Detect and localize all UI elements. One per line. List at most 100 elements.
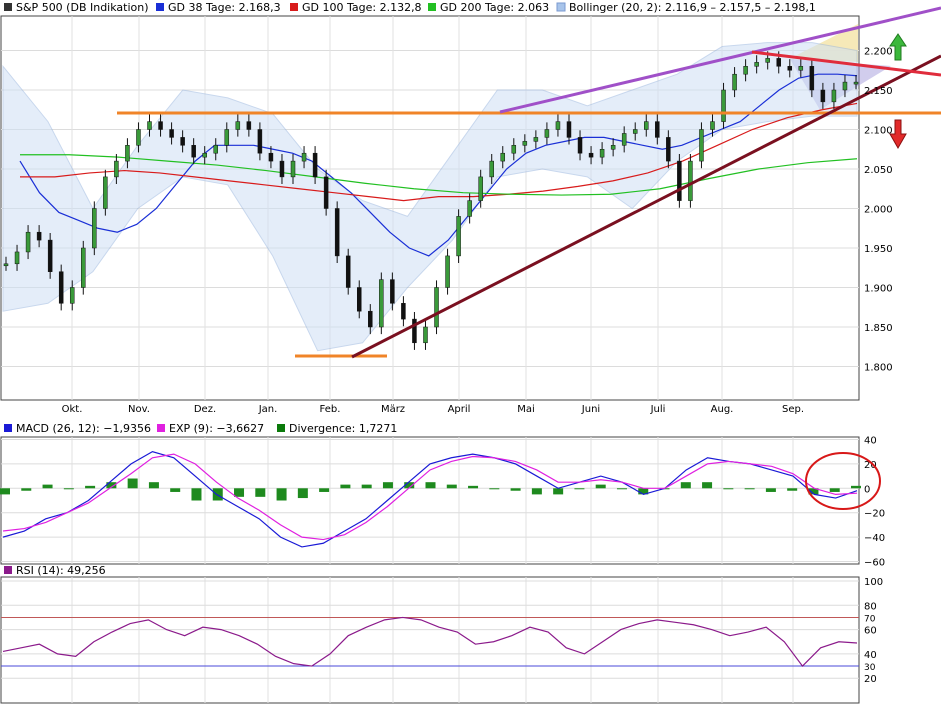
candle-body <box>655 121 660 138</box>
price-legend: S&P 500 (DB Indikation) GD 38 Tage: 2.16… <box>4 1 816 14</box>
exp-line <box>2 453 858 541</box>
candle-body <box>191 145 196 158</box>
divergence-bar <box>148 482 159 489</box>
legend-gd38: GD 38 Tage: 2.168,3 <box>168 1 281 14</box>
legend-swatch-gd38 <box>156 3 164 11</box>
candle-body <box>743 66 748 75</box>
candle-body <box>467 200 472 217</box>
bollinger-band <box>2 42 858 352</box>
candle-body <box>246 121 252 130</box>
candle-body <box>169 129 174 138</box>
candle-body <box>81 247 86 288</box>
y-tick-label-macd: −40 <box>864 533 885 544</box>
x-tick-label: Mai <box>517 404 535 415</box>
candle-body <box>158 121 163 130</box>
candle-body <box>14 251 20 265</box>
candle-body <box>621 133 627 146</box>
candle-body <box>831 89 837 103</box>
candle-body <box>390 279 395 304</box>
divergence-bar <box>276 488 287 501</box>
candle-body <box>544 129 550 138</box>
divergence-bar <box>616 488 627 490</box>
candle-body <box>533 137 539 142</box>
y-tick-label-price: 1.950 <box>864 244 893 255</box>
x-tick-label: März <box>381 404 405 415</box>
candle-body <box>147 121 152 130</box>
x-tick-label: Dez. <box>194 404 216 415</box>
candle-body <box>776 58 781 67</box>
candle-body <box>412 318 417 344</box>
resistance-line <box>751 50 941 77</box>
divergence-bar <box>234 488 245 497</box>
candle-body <box>69 287 75 304</box>
candle-body <box>610 145 616 150</box>
divergence-bar <box>531 488 542 495</box>
candle-body <box>842 81 848 91</box>
divergence-bar <box>127 478 138 489</box>
y-tick-label-macd: 40 <box>864 435 877 446</box>
candle-body <box>379 279 384 328</box>
candle-body <box>334 208 340 257</box>
divergence-bar <box>680 482 691 489</box>
candle-body <box>511 145 517 154</box>
legend-swatch-price <box>4 3 12 11</box>
down-arrow-icon <box>889 119 907 150</box>
candle-body <box>423 326 428 344</box>
divergence-bar <box>702 482 713 489</box>
y-tick-label-rsi: 40 <box>864 650 877 661</box>
y-tick-label-rsi: 20 <box>864 674 877 685</box>
up-arrow-icon <box>889 33 907 61</box>
candle-body <box>489 160 494 178</box>
rising-trendline <box>351 54 941 359</box>
divergence-bar <box>744 488 755 490</box>
divergence-bar <box>340 484 351 489</box>
legend-gd200: GD 200 Tage: 2.063 <box>440 1 549 14</box>
x-tick-label: Sep. <box>782 404 804 415</box>
candle-body <box>180 137 185 146</box>
moving-averages <box>19 73 858 257</box>
x-tick-label: Juni <box>581 404 600 415</box>
candle-body <box>588 152 594 158</box>
gd200-line <box>20 154 858 196</box>
candle-body <box>599 149 605 158</box>
candle-body <box>401 303 406 320</box>
divergence-bar <box>85 485 96 489</box>
candle-body <box>522 141 528 146</box>
y-tick-label-rsi: 80 <box>864 601 877 612</box>
divergence-bar <box>765 488 776 492</box>
candle-body <box>478 176 483 201</box>
candle-body <box>345 255 351 288</box>
legend-bollinger: Bollinger (20, 2): 2.116,9 – 2.157,5 – 2… <box>569 1 816 14</box>
gd38-line <box>19 73 858 257</box>
candle-body <box>356 287 362 312</box>
candle-body <box>787 66 793 71</box>
divergence-bar <box>255 488 266 497</box>
candle-body <box>323 176 329 209</box>
candle-body <box>632 129 638 134</box>
divergence-bar <box>638 488 649 495</box>
candle-body <box>58 271 64 304</box>
y-tick-label-macd: −60 <box>864 558 885 569</box>
legend-price: S&P 500 (DB Indikation) <box>16 1 149 14</box>
y-tick-label-price: 2.150 <box>864 86 893 97</box>
y-tick-label-price: 1.900 <box>864 284 893 295</box>
candle-body <box>368 310 373 328</box>
y-tick-label-rsi: 100 <box>864 577 883 588</box>
y-tick-label-price: 2.050 <box>864 165 893 176</box>
candle-body <box>677 160 682 201</box>
candle-body <box>754 62 759 67</box>
candle-body <box>577 137 583 154</box>
y-axes: 1.800 1.850 1.900 1.950 2.000 2.050 2.100 2.150… <box>864 47 893 686</box>
candle-body <box>434 287 439 328</box>
legend-macd: MACD (26, 12): −1,9356 <box>16 422 151 435</box>
highlight-ellipse <box>805 452 881 510</box>
x-tick-label: Okt. <box>62 404 83 415</box>
candle-body <box>125 145 130 162</box>
candle-body <box>114 160 119 178</box>
legend-swatch-macd <box>4 424 12 432</box>
y-tick-label-price: 2.000 <box>864 205 893 216</box>
divergence-bar <box>808 488 819 495</box>
divergence-bar <box>553 488 564 495</box>
divergence-bar <box>468 485 479 489</box>
macd-line <box>2 451 858 548</box>
